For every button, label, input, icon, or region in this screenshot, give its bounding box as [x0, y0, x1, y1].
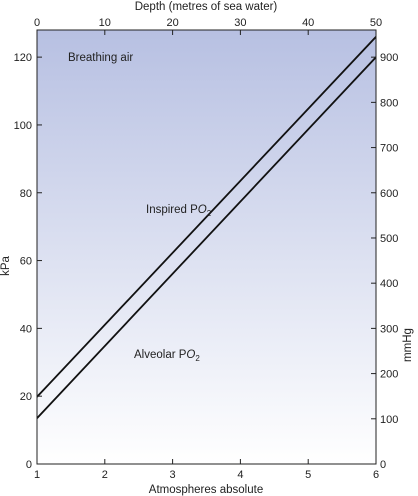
x-tick-label: 6: [373, 469, 379, 481]
y-tick-label: 20: [20, 391, 32, 403]
right-tick-label: 900: [380, 52, 398, 64]
x-tick-label: 5: [305, 469, 311, 481]
inspired-po2-label-sub: 2: [207, 209, 212, 218]
x-axis-title: Atmospheres absolute: [149, 484, 263, 496]
y-axis-title: kPa: [0, 255, 12, 275]
ticks-layer: 1 2 3 4 5 60 10 20 30 40 5002040608010012001002003…: [14, 17, 399, 481]
y-tick-label: 120: [14, 52, 32, 64]
x-tick-label: 2: [102, 469, 108, 481]
y-tick-label: 0: [26, 459, 32, 471]
inspired-po2-label: Inspired PO2: [146, 204, 212, 218]
right-axis-title: mmHg: [402, 328, 414, 362]
series-line-inspired-po2: [37, 36, 376, 398]
inspired-po2-label-text: Inspired P: [146, 204, 198, 216]
top-tick-label: 40: [302, 17, 314, 29]
x-tick-label: 4: [237, 469, 243, 481]
right-tick-label: 0: [380, 459, 386, 471]
top-tick-label: 50: [370, 17, 382, 29]
inspired-po2-label-o: O: [198, 204, 207, 216]
right-tick-label: 400: [380, 278, 398, 290]
y-tick-label: 40: [20, 323, 32, 335]
top-tick-label: 30: [234, 17, 246, 29]
right-tick-label: 500: [380, 233, 398, 245]
right-tick-label: 700: [380, 143, 398, 155]
right-tick-label: 100: [380, 414, 398, 426]
top-axis-title: Depth (metres of sea water): [135, 1, 278, 13]
top-tick-label: 20: [166, 17, 178, 29]
alveolar-po2-label: Alveolar PO2: [134, 349, 200, 363]
x-tick-label: 3: [170, 469, 176, 481]
x-tick-label: 1: [34, 469, 40, 481]
alveolar-po2-label-text: Alveolar P: [134, 349, 187, 361]
series-line-alveolar-po2: [37, 56, 376, 419]
right-tick-label: 300: [380, 323, 398, 335]
plot-background: [37, 30, 376, 464]
alveolar-po2-label-o: O: [186, 349, 195, 361]
region-label: Breathing air: [68, 52, 133, 64]
right-tick-label: 800: [380, 97, 398, 109]
right-tick-label: 600: [380, 188, 398, 200]
alveolar-po2-label-sub: 2: [195, 354, 200, 363]
plot-frame: [36, 29, 377, 465]
right-tick-label: 200: [380, 369, 398, 381]
y-tick-label: 100: [14, 120, 32, 132]
top-tick-label: 0: [34, 17, 40, 29]
series-layer: [37, 36, 376, 419]
y-tick-label: 80: [20, 188, 32, 200]
y-tick-label: 60: [20, 256, 32, 268]
top-tick-label: 10: [99, 17, 111, 29]
